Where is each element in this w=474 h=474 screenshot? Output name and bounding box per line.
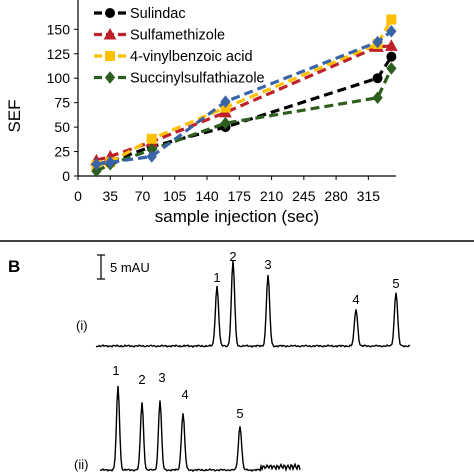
scale-bar: 5 mAU <box>97 254 150 280</box>
legend-swatch-marker <box>105 51 115 61</box>
peak-label-i: 1 <box>213 270 220 285</box>
legend-item: 4-vinylbenzoic acid <box>94 49 253 65</box>
data-point <box>220 95 231 108</box>
trace-ii <box>99 385 301 473</box>
legend-item: Sulfamethizole <box>94 28 225 44</box>
legend-label: 4-vinylbenzoic acid <box>130 49 253 65</box>
trace-i <box>95 260 411 349</box>
trace-ii-label: (ii) <box>74 457 88 472</box>
legend-swatch-marker <box>105 8 115 18</box>
x-tick-label: 245 <box>292 188 316 204</box>
y-ticks: 0 25 50 75 100 125 150 <box>47 21 78 184</box>
y-tick-label: 75 <box>54 95 70 111</box>
legend-swatch-marker <box>104 71 116 84</box>
legend-label: Succinylsulfathiazole <box>130 71 265 87</box>
x-tick-label: 70 <box>135 188 151 204</box>
peak-label-ii: 3 <box>158 370 165 385</box>
data-point <box>386 14 397 25</box>
peak-label-i: 4 <box>352 292 359 307</box>
data-point <box>372 91 383 105</box>
panel-a-chart: 0 25 50 75 100 125 150 0 35 70 105 140 175 210 245 280… <box>5 0 398 226</box>
y-tick-label: 100 <box>47 70 71 86</box>
data-point <box>146 150 157 163</box>
peak-label-i: 5 <box>392 276 399 291</box>
data-point <box>386 62 397 75</box>
y-tick-label: 25 <box>54 144 70 160</box>
data-point <box>386 51 397 62</box>
data-point <box>372 73 383 84</box>
x-tick-label: 280 <box>324 188 348 204</box>
legend-item: Sulindac <box>94 6 186 22</box>
scale-bar-label: 5 mAU <box>110 260 150 275</box>
data-point <box>372 35 383 49</box>
x-tick-label: 210 <box>260 188 284 204</box>
peak-label-i: 3 <box>264 257 271 272</box>
y-tick-label: 125 <box>47 46 71 62</box>
data-point <box>105 156 116 169</box>
data-point <box>386 24 397 38</box>
y-tick-label: 50 <box>54 119 70 135</box>
peak-label-ii: 2 <box>138 372 145 387</box>
x-tick-label: 175 <box>228 188 252 204</box>
peak-label-i: 2 <box>229 249 236 264</box>
x-tick-label: 315 <box>357 188 381 204</box>
x-tick-label: 105 <box>163 188 187 204</box>
legend-label: Sulfamethizole <box>130 28 225 44</box>
legend-item: Succinylsulfathiazole <box>94 71 265 87</box>
legend-swatch-marker <box>103 27 117 40</box>
data-point <box>385 39 398 51</box>
series-line <box>95 67 393 173</box>
peak-label-ii: 1 <box>112 363 119 378</box>
y-tick-label: 0 <box>62 168 70 184</box>
data-point <box>220 116 231 130</box>
data-point <box>91 157 102 171</box>
series-4 <box>91 24 397 171</box>
x-axis-label: sample injection (sec) <box>155 207 319 226</box>
x-ticks: 0 35 70 105 140 175 210 245 280 315 <box>74 176 380 204</box>
peak-label-ii: 4 <box>181 387 188 402</box>
panel-b-label: B <box>8 257 20 276</box>
data-point <box>91 164 102 178</box>
y-axis-label: SEF <box>5 99 24 132</box>
trace-i-label: (i) <box>76 318 88 333</box>
peak-label-ii: 5 <box>236 406 243 421</box>
data-point <box>146 133 157 144</box>
x-tick-label: 140 <box>195 188 219 204</box>
legend-label: Sulindac <box>130 6 186 22</box>
series-layer <box>90 14 398 178</box>
y-tick-label: 150 <box>47 21 71 37</box>
x-tick-label: 35 <box>102 188 118 204</box>
x-tick-label: 0 <box>74 188 82 204</box>
legend: Sulindac Sulfamethizole 4-vinylbenzoic aci… <box>94 6 265 87</box>
